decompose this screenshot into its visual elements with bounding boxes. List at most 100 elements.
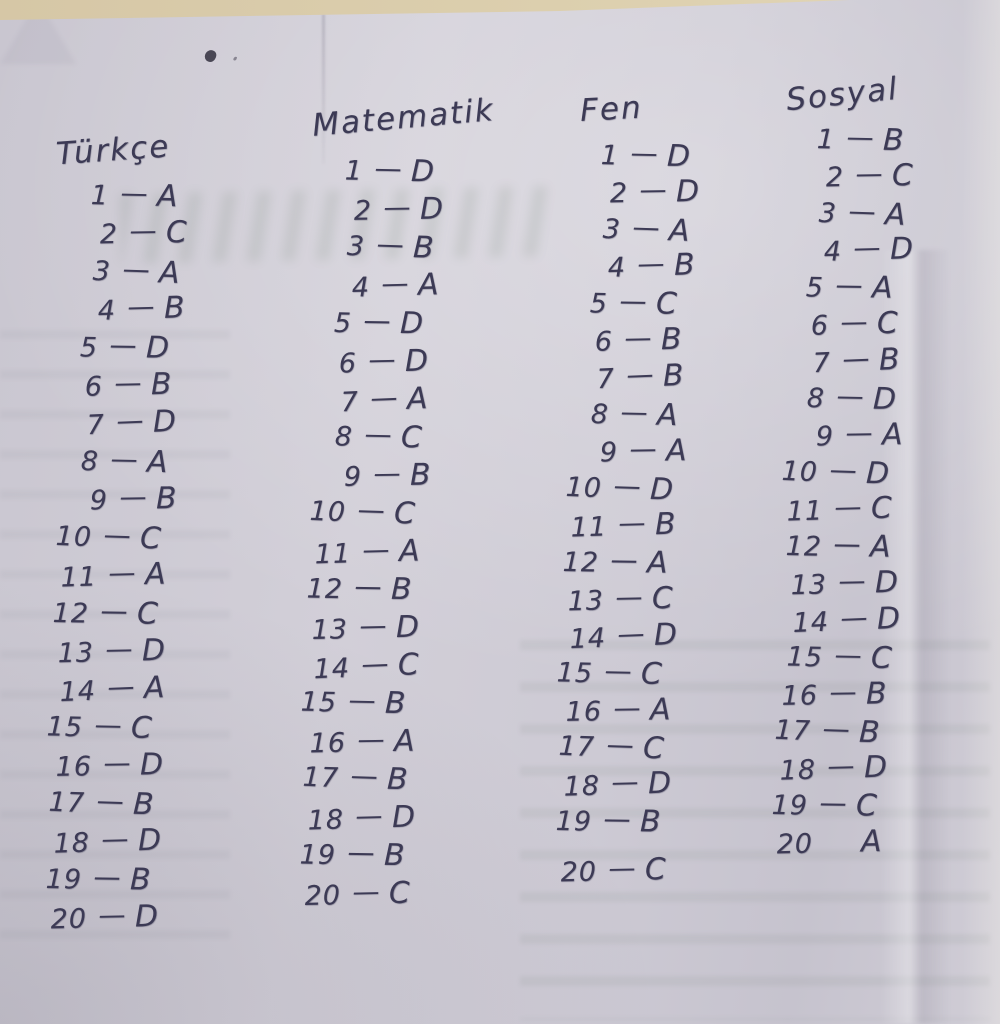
answer-row: 2 — D [328, 191, 501, 232]
separator-dash: — [354, 571, 382, 603]
separator-dash: — [615, 581, 643, 614]
answer-letter: A [156, 178, 178, 215]
answer-letter: A [871, 270, 893, 306]
answer-row: 3 — A [576, 210, 692, 251]
separator-dash: — [604, 655, 632, 688]
answer-row: 10 — D [557, 469, 692, 511]
answer-row: 20 — C [553, 851, 695, 891]
answer-row: 16 — B [774, 676, 916, 715]
separator-dash: — [114, 367, 142, 400]
question-number: 5 [79, 332, 99, 364]
separator-dash: — [103, 519, 132, 552]
separator-dash: — [110, 443, 138, 476]
answer-letter: A [860, 824, 882, 860]
answer-letter: D [666, 138, 691, 175]
answer-letter: B [412, 230, 435, 266]
answer-row: 15 — B [293, 684, 493, 727]
answer-row: 11 — A [52, 556, 185, 598]
question-number: 2 [353, 195, 373, 227]
answer-row: 15 — C [39, 708, 179, 749]
question-number: 1 [344, 155, 364, 187]
answer-letter: D [404, 343, 429, 379]
answer-letter: C [642, 730, 665, 767]
question-number: 2 [825, 162, 845, 194]
separator-dash: — [613, 692, 641, 725]
question-number: 3 [818, 197, 838, 230]
question-number: 17 [774, 714, 812, 748]
question-number: 8 [806, 383, 826, 415]
separator-dash: — [100, 823, 129, 856]
print-bleed-artifact [0, 0, 76, 64]
answer-letter: D [145, 330, 170, 366]
answer-row: 9 — A [790, 417, 916, 456]
separator-dash: — [835, 269, 863, 302]
answer-row: 1 — D [575, 137, 691, 177]
question-number: 12 [52, 598, 90, 630]
separator-dash: — [93, 861, 121, 894]
answer-row: 20 — D [43, 898, 183, 939]
separator-dash: — [616, 618, 645, 651]
answer-letter: B [660, 321, 682, 358]
question-number: 1 [816, 124, 836, 156]
answer-row: 14 — C [305, 644, 498, 689]
question-number: 1 [90, 180, 110, 212]
answer-letter: C [393, 495, 416, 532]
question-number: 12 [306, 573, 344, 606]
answer-row: 15 — C [779, 638, 907, 678]
question-number: 18 [53, 827, 91, 860]
question-number: 13 [311, 614, 349, 646]
question-number: 19 [771, 789, 809, 822]
answer-letter: B [129, 862, 151, 898]
question-number: 17 [558, 730, 596, 764]
question-number: 16 [565, 696, 603, 728]
answer-row: 14 — D [784, 600, 912, 642]
answer-letter: B [386, 761, 409, 798]
separator-dash: — [359, 610, 387, 642]
question-number: 19 [555, 805, 593, 838]
answer-list: 1 — D 2 — D 3 — A [552, 137, 699, 891]
answer-row: 3 — A [792, 194, 908, 235]
question-number: 18 [307, 804, 345, 837]
question-number: 8 [80, 446, 100, 478]
separator-dash: — [841, 343, 870, 376]
answer-row: 7 — B [786, 341, 912, 383]
separator-dash: — [636, 248, 665, 280]
separator-dash: — [845, 417, 873, 450]
answer-row: 10 — C [301, 493, 494, 538]
answer-row: 8 — D [781, 379, 907, 419]
question-number: 7 [86, 409, 106, 442]
separator-dash: — [608, 852, 636, 885]
question-number: 15 [786, 641, 824, 674]
answer-letter: A [668, 213, 691, 249]
answer-letter: A [393, 723, 415, 760]
question-number: 4 [607, 252, 627, 284]
answer-letter: B [865, 676, 887, 712]
question-number: 20 [560, 856, 598, 889]
answer-row: 14 — A [51, 669, 184, 712]
question-number: 11 [570, 511, 608, 544]
question-number: 15 [556, 657, 594, 690]
question-number: 6 [594, 326, 614, 358]
answer-letter: C [139, 520, 162, 557]
answer-list: 1 — A 2 — C 3 — A [39, 178, 187, 939]
column-title: Fen [579, 89, 644, 129]
answer-letter: D [141, 632, 166, 669]
separator-dash: — [836, 380, 864, 413]
answer-letter: D [137, 822, 162, 859]
answer-row: 8 — A [565, 395, 691, 435]
separator-dash: — [368, 344, 396, 376]
separator-dash: — [610, 544, 638, 577]
paper-crease [880, 250, 950, 1024]
separator-dash: — [833, 491, 862, 524]
separator-dash: — [376, 228, 405, 261]
question-number: 14 [792, 606, 830, 640]
separator-dash: — [363, 305, 391, 337]
answer-letter: C [400, 419, 423, 456]
answer-row: 20 — C [297, 874, 497, 917]
answer-row: 16 — D [48, 747, 188, 787]
question-number: 9 [815, 421, 835, 453]
answer-row: 13 — C [560, 580, 695, 620]
answer-letter: D [391, 799, 416, 836]
answer-row: 16 — A [558, 692, 700, 731]
answer-letter: D [419, 191, 444, 227]
